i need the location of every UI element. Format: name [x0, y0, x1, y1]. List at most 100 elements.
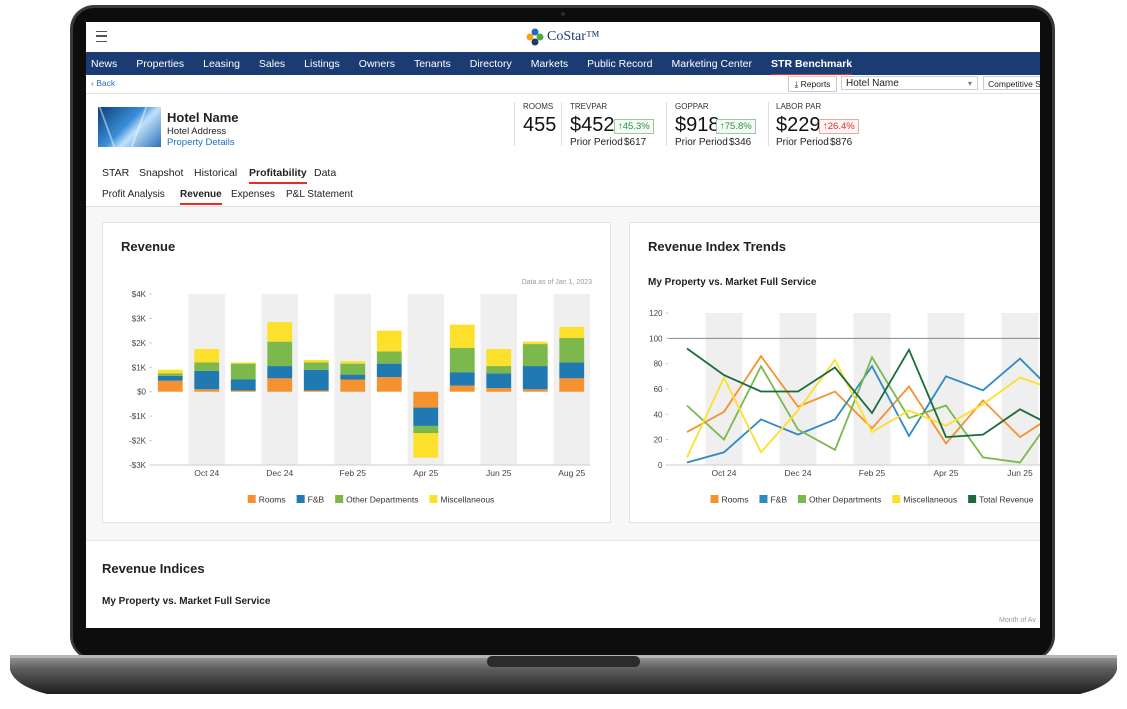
kpi-label: TREVPAR: [570, 102, 608, 111]
bar-segment: [486, 348, 512, 367]
y-tick-label: 120: [649, 309, 663, 318]
nav-item[interactable]: STR Benchmark: [771, 57, 853, 76]
bar-segment: [486, 366, 512, 374]
nav-item[interactable]: Leasing: [203, 57, 240, 70]
legend-label[interactable]: F&B: [308, 495, 325, 505]
nav-item[interactable]: Directory: [469, 57, 512, 70]
x-tick-label: Feb 25: [340, 468, 367, 478]
chart-subtitle: My Property vs. Market Full Service: [648, 277, 817, 288]
x-tick-label: Apr 25: [413, 468, 438, 478]
bar-segment: [449, 385, 475, 392]
toolbar: ‹ Back ⤓ Reports Hotel Name ▾ Competitive…: [86, 75, 1040, 94]
bar-segment: [267, 341, 293, 367]
bar-segment: [522, 389, 548, 392]
bar-segment: [194, 362, 220, 371]
kpi-prior-label: Prior Period: [570, 137, 623, 148]
bar-segment: [157, 375, 183, 381]
bar-segment: [413, 407, 439, 426]
x-tick-label: Dec 24: [785, 468, 812, 478]
bar-segment: [449, 372, 475, 386]
nav-item[interactable]: Markets: [530, 57, 569, 70]
app-screen: CoStar™ News Properties Leasing Sales Listin…: [86, 22, 1040, 628]
property-select[interactable]: Hotel Name ▾: [841, 76, 978, 90]
bar-segment: [303, 369, 329, 391]
bar-segment: [267, 366, 293, 379]
tab[interactable]: Data: [314, 167, 337, 179]
legend-label[interactable]: Total Revenue: [979, 495, 1034, 505]
chart-title: Revenue Index Trends: [648, 239, 786, 254]
legend-swatch: [710, 495, 719, 503]
legend-swatch: [759, 495, 768, 503]
x-tick-label: Jun 25: [1007, 468, 1033, 478]
menu-button[interactable]: [96, 31, 107, 42]
kpi-prior: $876: [830, 137, 853, 148]
back-text[interactable]: Back: [96, 78, 116, 88]
kpi-label: GOPPAR: [675, 102, 709, 111]
tab[interactable]: Historical: [194, 167, 238, 179]
bar-segment: [376, 377, 402, 392]
reports-button[interactable]: ⤓ Reports: [788, 76, 837, 92]
bar-segment: [230, 362, 256, 364]
property-image: [98, 107, 161, 147]
bar-segment: [413, 425, 439, 434]
kpi-value: 455: [523, 114, 557, 136]
nav-item[interactable]: Public Record: [587, 57, 653, 70]
legend-swatch: [892, 495, 901, 503]
bar-segment: [376, 330, 402, 352]
legend-label[interactable]: Miscellaneous: [903, 495, 957, 505]
nav-item[interactable]: Marketing Center: [671, 57, 753, 70]
nav-item[interactable]: Listings: [304, 57, 340, 70]
bar-segment: [449, 324, 475, 348]
legend-label[interactable]: F&B: [770, 495, 787, 505]
logo-icon: [526, 28, 544, 46]
legend-label[interactable]: Rooms: [259, 495, 286, 505]
column-shade: [705, 313, 743, 465]
back-link[interactable]: ‹ Back: [91, 78, 116, 88]
legend-label[interactable]: Other Departments: [809, 495, 881, 505]
legend-swatch: [296, 495, 305, 503]
index-chart: Revenue Index Trends My Property vs. Mark…: [648, 239, 1040, 505]
bar-segment: [230, 363, 256, 380]
line-series: [686, 358, 1040, 458]
bar-segment: [559, 378, 585, 392]
property-select-text[interactable]: Hotel Name: [846, 78, 899, 89]
tab[interactable]: Profitability: [249, 167, 307, 184]
section-title: Revenue Indices: [102, 561, 205, 576]
legend-label[interactable]: Other Departments: [346, 495, 418, 505]
tab[interactable]: STAR: [102, 167, 130, 179]
legend-label[interactable]: Rooms: [722, 495, 749, 505]
y-tick-label: -$2K: [129, 437, 147, 446]
property-link[interactable]: Property Details: [167, 137, 235, 148]
reports-text[interactable]: Reports: [800, 79, 831, 89]
logo[interactable]: CoStar™: [547, 29, 600, 44]
kpi-prior-label: Prior Period: [776, 137, 829, 148]
bar-segment: [522, 341, 548, 345]
column-shade: [1001, 313, 1039, 465]
property-name: Hotel Name: [167, 110, 239, 125]
indices-section: Revenue Indices My Property vs. Market F…: [86, 540, 1040, 628]
legend: Rooms F&B Other Departments Miscellaneous To…: [710, 495, 1034, 505]
tab[interactable]: Snapshot: [139, 167, 184, 179]
bar-segment: [522, 366, 548, 390]
y-tick-label: 0: [658, 461, 663, 470]
legend-label[interactable]: Miscellaneous: [440, 495, 494, 505]
bar-segment: [340, 361, 366, 364]
nav-item[interactable]: News: [91, 57, 118, 70]
nav-item[interactable]: Properties: [136, 57, 185, 70]
nav-item[interactable]: Sales: [258, 57, 286, 70]
nav-item[interactable]: Owners: [358, 57, 395, 70]
subtab[interactable]: Revenue: [180, 189, 222, 205]
section-subtitle: My Property vs. Market Full Service: [102, 596, 271, 607]
y-tick-label: -$1K: [129, 412, 147, 421]
y-tick-label: 40: [654, 410, 663, 419]
subtab[interactable]: P&L Statement: [286, 189, 353, 200]
subtab[interactable]: Profit Analysis: [102, 189, 165, 200]
subtab[interactable]: Expenses: [231, 189, 275, 200]
bar-segment: [267, 322, 293, 342]
nav-item[interactable]: Tenants: [413, 57, 451, 70]
compset-select[interactable]: Competitive Set: [983, 76, 1040, 90]
legend-swatch: [247, 495, 256, 503]
bar-segment: [157, 373, 183, 376]
bar-segment: [230, 379, 256, 391]
